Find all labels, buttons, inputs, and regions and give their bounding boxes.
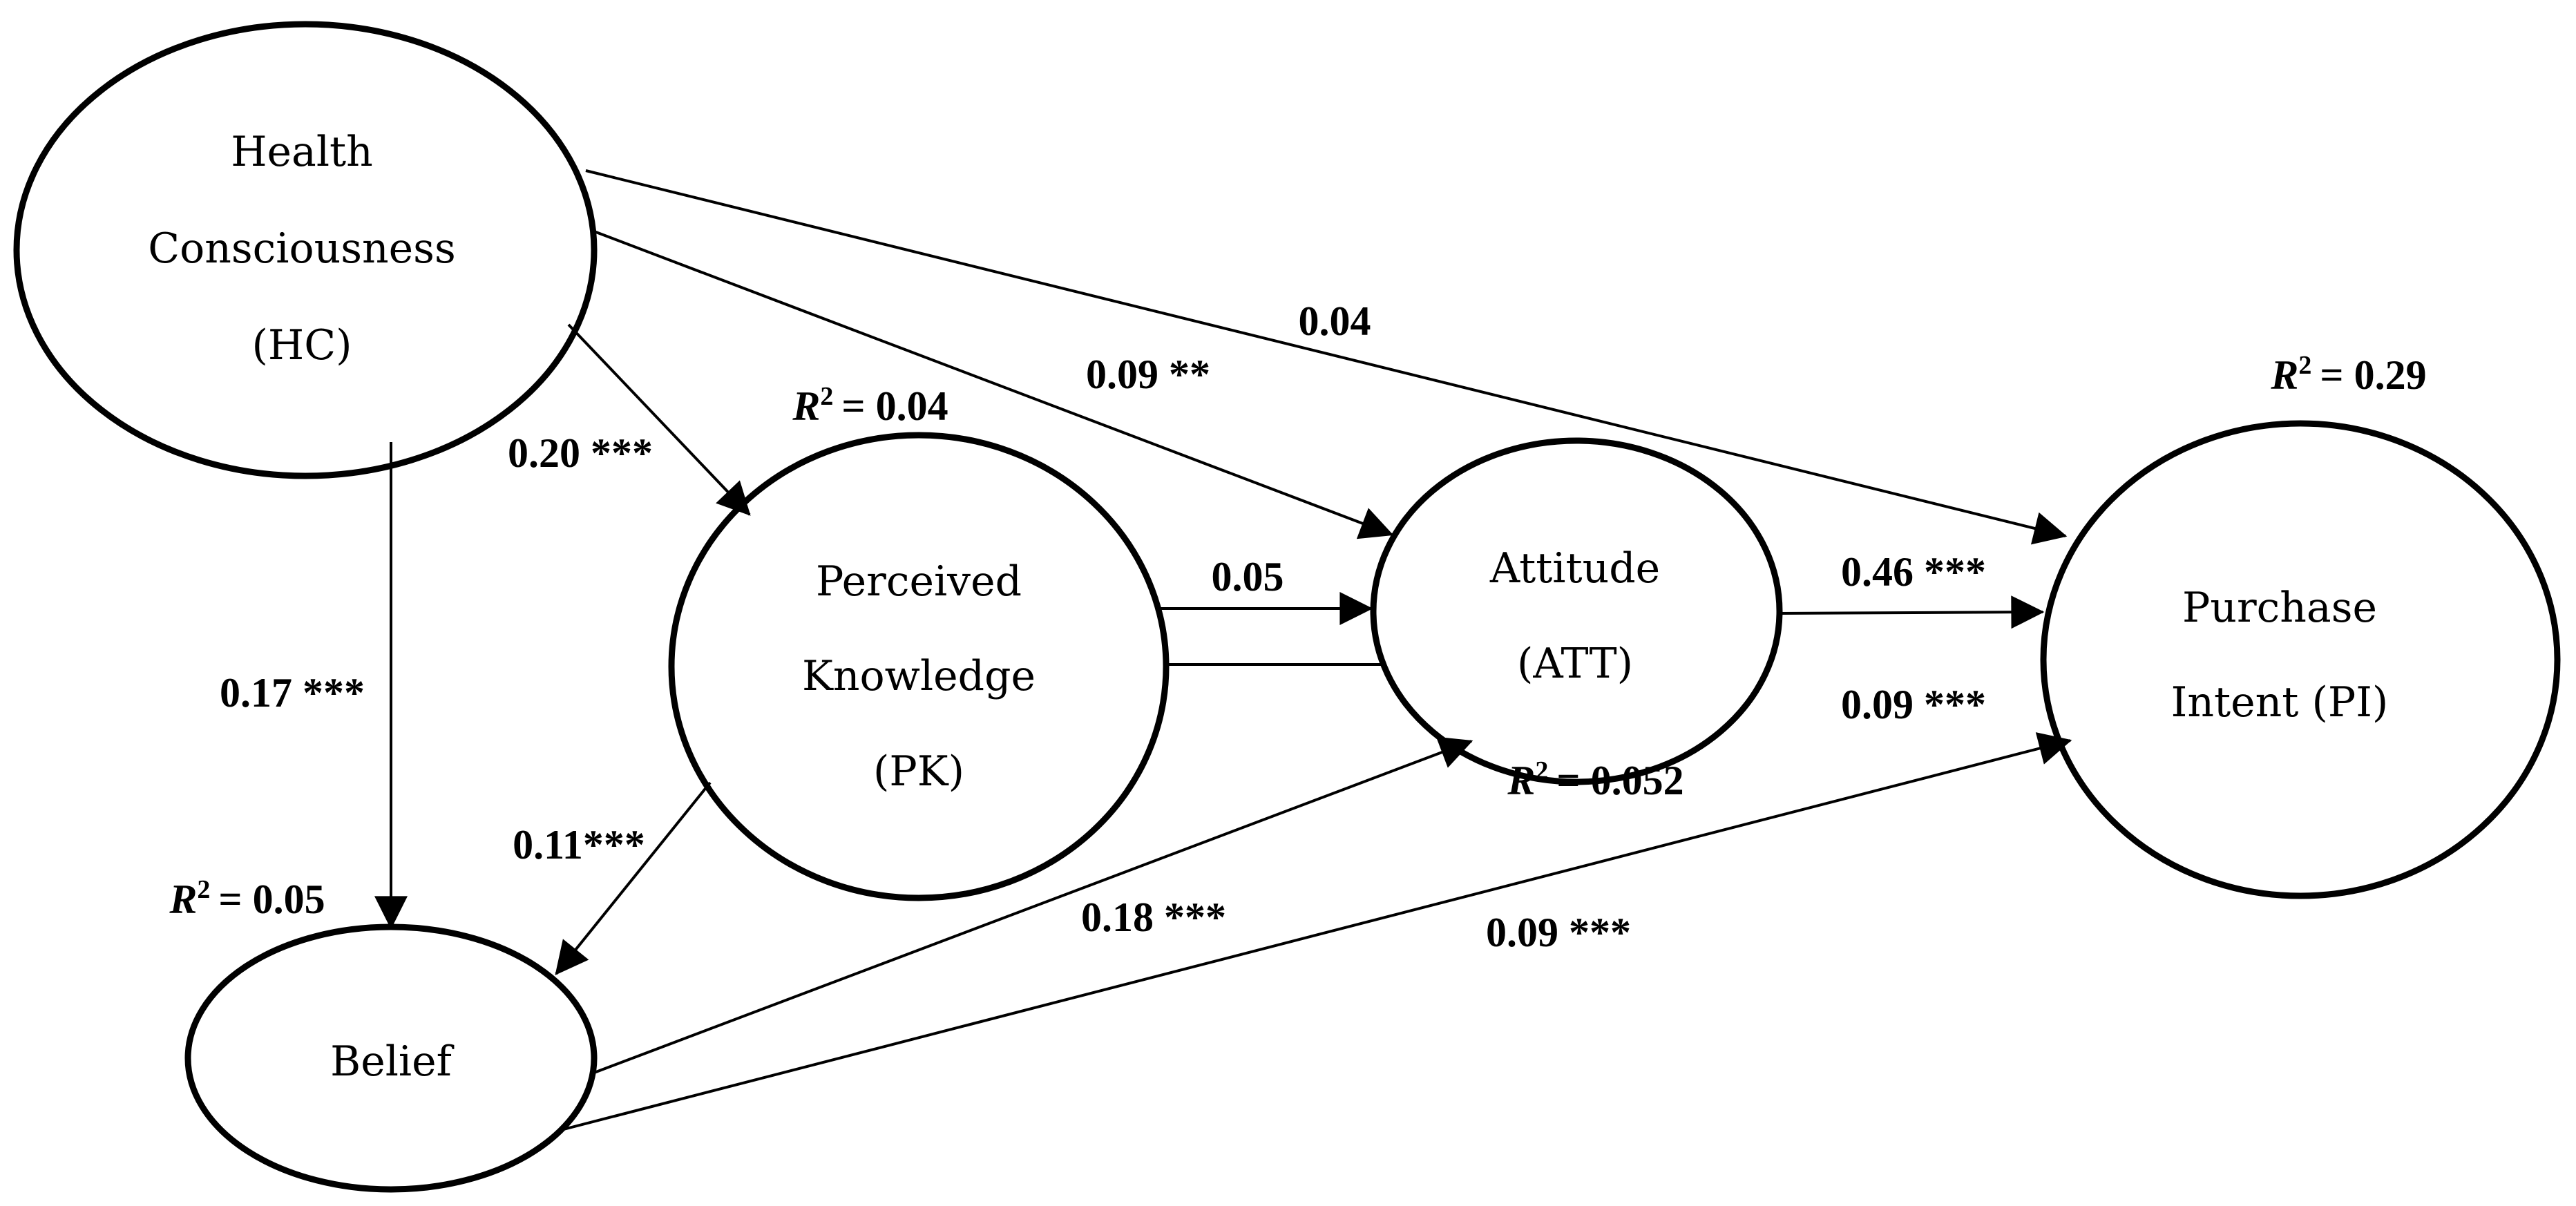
- hc-label-line3: (HC): [251, 321, 352, 370]
- belief-label: Belief: [330, 1037, 454, 1086]
- r-superscript: 2: [2298, 351, 2311, 380]
- r-squared-pk-value: = 0.04: [841, 383, 948, 429]
- r-symbol: R: [2270, 352, 2298, 398]
- pk-label-line3: (PK): [873, 747, 964, 796]
- coef-belief-pi: 0.09 ***: [1486, 910, 1631, 955]
- r-squared-belief-value: = 0.05: [218, 877, 325, 922]
- pk-label-line1: Perceived: [816, 557, 1022, 606]
- att-label-line2: (ATT): [1517, 640, 1633, 688]
- path-hc-pi: [585, 169, 2068, 545]
- path-hc-pk: [567, 323, 751, 516]
- att-label-line1: Attitude: [1489, 544, 1660, 593]
- coef-hc-belief: 0.17 ***: [220, 670, 365, 716]
- health-consciousness-node: [13, 21, 598, 479]
- pi-label-line2: Intent (PI): [2171, 678, 2389, 727]
- coef-att-pi-2: 0.09 ***: [1841, 682, 1986, 727]
- r-superscript: 2: [197, 875, 210, 904]
- hc-label-line2: Consciousness: [148, 224, 456, 273]
- r-squared-pk: R2 = 0.04: [792, 382, 948, 429]
- path-hc-att: [593, 230, 1394, 539]
- r-symbol: R: [1507, 758, 1535, 803]
- path-att-pi: [1779, 595, 2045, 629]
- r-squared-pi-value: = 0.29: [2320, 352, 2426, 398]
- perceived-knowledge-node: [668, 432, 1170, 901]
- pk-label-line2: Knowledge: [802, 652, 1036, 700]
- r-squared-belief: R2 = 0.05: [169, 875, 325, 922]
- coef-hc-pk: 0.20 ***: [508, 430, 653, 476]
- coef-hc-att: 0.09 **: [1086, 352, 1210, 397]
- coef-belief-att: 0.18 ***: [1081, 894, 1226, 940]
- r-squared-att-value: = 0.052: [1556, 758, 1683, 803]
- purchase-intent-node: [2040, 420, 2561, 899]
- r-superscript: 2: [820, 382, 833, 411]
- r-symbol: R: [169, 877, 197, 922]
- path-pk-belief: [555, 781, 712, 975]
- coef-pk-att: 0.05: [1212, 554, 1284, 600]
- r-squared-pi: R2 = 0.29: [2270, 351, 2426, 398]
- path-belief-att: [593, 736, 1473, 1074]
- r-symbol: R: [792, 383, 820, 429]
- coef-pk-belief: 0.11***: [513, 822, 645, 868]
- coef-att-pi: 0.46 ***: [1841, 549, 1986, 595]
- pi-label-line1: Purchase: [2182, 584, 2377, 632]
- r-squared-att: R2 = 0.052: [1507, 756, 1683, 803]
- attitude-node: [1370, 437, 1783, 785]
- hc-label-line1: Health: [231, 128, 373, 176]
- path-belief-pi: [560, 732, 2072, 1131]
- r-superscript: 2: [1535, 756, 1548, 785]
- coef-hc-pi: 0.04: [1299, 298, 1371, 344]
